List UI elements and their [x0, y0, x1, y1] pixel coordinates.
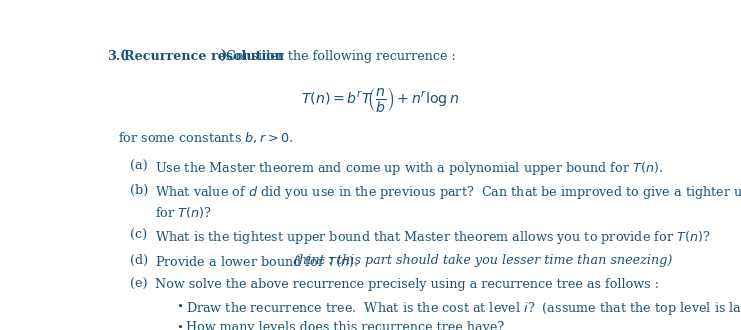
Text: (: ( [120, 50, 126, 63]
Text: (c): (c) [130, 229, 147, 243]
Text: (hint : this part should take you lesser time than sneezing): (hint : this part should take you lesser… [293, 253, 672, 267]
Text: 3.: 3. [107, 50, 120, 63]
Text: Now solve the above recurrence precisely using a recurrence tree as follows :: Now solve the above recurrence precisely… [155, 278, 659, 291]
Text: for some constants $b, r > 0$.: for some constants $b, r > 0$. [119, 130, 293, 145]
Text: What value of $d$ did you use in the previous part?  Can that be improved to giv: What value of $d$ did you use in the pre… [155, 184, 741, 201]
Text: Recurrence resolution: Recurrence resolution [124, 50, 285, 63]
Text: for $T(n)$?: for $T(n)$? [155, 205, 211, 220]
Text: (e): (e) [130, 278, 147, 291]
Text: What is the tightest upper bound that Master theorem allows you to provide for $: What is the tightest upper bound that Ma… [155, 229, 710, 247]
Text: $T(n) = b^r T\!\left(\dfrac{n}{b}\right) + n^r \log n$: $T(n) = b^r T\!\left(\dfrac{n}{b}\right)… [301, 85, 459, 114]
Text: (b): (b) [130, 184, 148, 197]
Text: $\bullet$: $\bullet$ [176, 300, 183, 310]
Text: Draw the recurrence tree.  What is the cost at level $i$?  (assume that the top : Draw the recurrence tree. What is the co… [186, 300, 741, 317]
Text: How many levels does this recurrence tree have?: How many levels does this recurrence tre… [186, 321, 505, 330]
Text: Consider the following recurrence :: Consider the following recurrence : [226, 50, 456, 63]
Text: ): ) [220, 50, 226, 63]
Text: (a): (a) [130, 160, 147, 173]
Text: (d): (d) [130, 253, 148, 267]
Text: Use the Master theorem and come up with a polynomial upper bound for $T(n)$.: Use the Master theorem and come up with … [155, 160, 662, 177]
Text: $\bullet$: $\bullet$ [176, 321, 183, 330]
Text: Provide a lower bound for $T(n)$.: Provide a lower bound for $T(n)$. [155, 253, 358, 269]
